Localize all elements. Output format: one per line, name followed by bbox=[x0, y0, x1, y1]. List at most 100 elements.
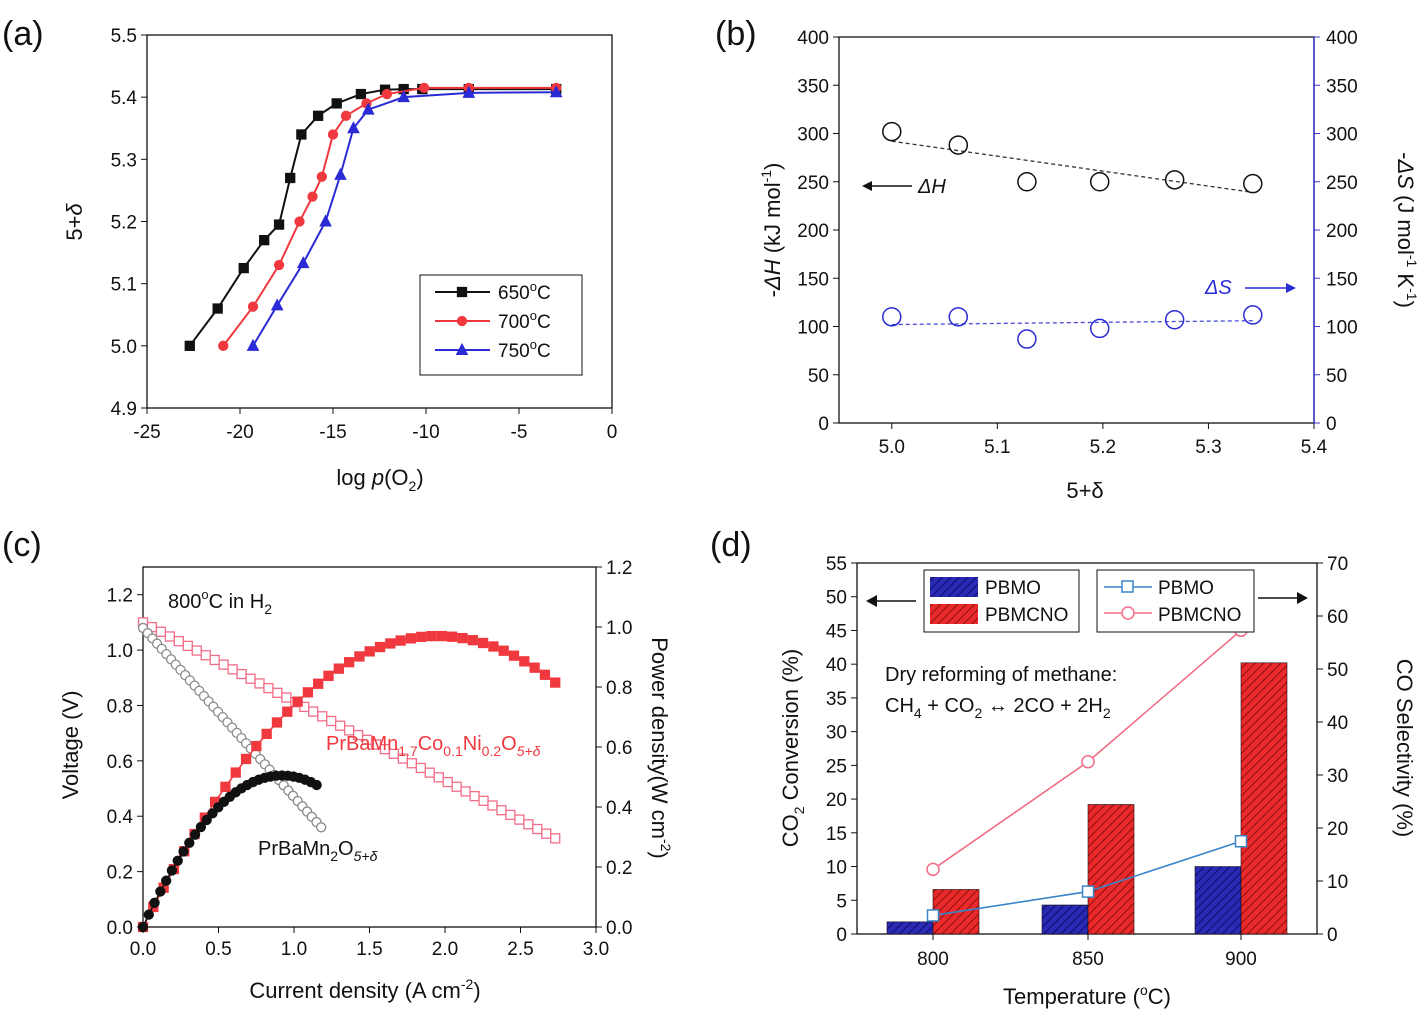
data-point bbox=[451, 781, 462, 792]
x-tick-label: 850 bbox=[1072, 949, 1104, 970]
data-point-750 bbox=[270, 298, 284, 311]
bar-PBMCNO bbox=[1240, 662, 1288, 935]
data-point bbox=[137, 921, 149, 933]
data-point bbox=[178, 846, 189, 857]
data-point-700 bbox=[247, 301, 259, 312]
y-tick-label-right: 40 bbox=[1327, 713, 1348, 734]
data-point bbox=[254, 678, 265, 689]
data-point-650 bbox=[296, 129, 307, 140]
data-point bbox=[523, 819, 534, 830]
data-point bbox=[460, 786, 471, 797]
data-point-650 bbox=[259, 234, 270, 246]
y-tick-label-left: 350 bbox=[797, 76, 829, 97]
y-tick-label-left: 30 bbox=[826, 723, 847, 744]
data-point-750 bbox=[347, 121, 360, 134]
legend-swatch-pbmcno-bar bbox=[930, 604, 978, 624]
data-point bbox=[405, 633, 417, 644]
y-tick-label-right: 50 bbox=[1327, 660, 1348, 681]
y-tick-label-right: 0 bbox=[1327, 925, 1338, 946]
legend-label-pbmcno-line: PBMCNO bbox=[1158, 605, 1241, 626]
data-point bbox=[948, 135, 969, 155]
data-point-650 bbox=[238, 262, 249, 274]
y-tick-label-left: 0 bbox=[836, 925, 847, 946]
data-point bbox=[191, 645, 202, 656]
bar-PBMO bbox=[1041, 904, 1089, 935]
x-tick-label: 1.5 bbox=[356, 939, 382, 960]
panel-d-ylabel-right: CO Selectivity (%) bbox=[1392, 659, 1417, 837]
y-tick-label-left: 0.2 bbox=[107, 863, 133, 884]
data-point-700 bbox=[340, 110, 352, 121]
data-point-750 bbox=[362, 102, 375, 115]
x-tick-label: -25 bbox=[133, 422, 160, 443]
panel-b-dh-annotation: ΔH bbox=[862, 176, 946, 198]
x-tick-label: 0.0 bbox=[130, 939, 156, 960]
y-tick-label-left: 15 bbox=[826, 824, 847, 845]
data-point bbox=[313, 678, 324, 689]
x-tick-label: -10 bbox=[412, 422, 439, 443]
series-line bbox=[142, 635, 556, 928]
data-point-750 bbox=[462, 85, 476, 98]
data-point bbox=[161, 875, 172, 886]
data-point-700 bbox=[418, 82, 430, 93]
panel-a-label: (a) bbox=[2, 15, 44, 53]
panel-c-label-pbmcno: PrBaMn1.7Co0.1Ni0.2O5+δ bbox=[326, 733, 541, 759]
data-point bbox=[164, 631, 176, 642]
data-point bbox=[1017, 329, 1037, 349]
y-tick-label-right: 250 bbox=[1326, 173, 1358, 194]
data-point bbox=[436, 630, 448, 642]
data-point bbox=[245, 673, 256, 684]
data-point bbox=[478, 795, 489, 806]
y-tick-label: 5.5 bbox=[111, 26, 137, 47]
data-point bbox=[323, 670, 334, 681]
data-point bbox=[333, 663, 344, 674]
data-point bbox=[532, 823, 543, 835]
data-point bbox=[1017, 172, 1037, 192]
data-point bbox=[374, 641, 386, 653]
data-point bbox=[230, 767, 241, 778]
panel-b-series bbox=[882, 121, 1263, 349]
data-point bbox=[240, 753, 252, 765]
data-point-700 bbox=[381, 88, 393, 100]
panel-c-label: (c) bbox=[2, 526, 42, 564]
x-tick-label: 5.0 bbox=[879, 437, 905, 458]
x-tick-label: 2.5 bbox=[507, 939, 533, 960]
svg-text:ΔH: ΔH bbox=[917, 176, 946, 198]
panel-c-ticks: 0.0 0.5 1.0 1.5 2.0 2.5 3.00.00.20.40.60.81.01… bbox=[107, 558, 633, 960]
y-tick-label-left: 150 bbox=[797, 269, 829, 290]
data-point-750 bbox=[397, 90, 411, 103]
data-point bbox=[447, 631, 458, 642]
panel-a-legend: 650oC 700oC 750oC bbox=[419, 274, 583, 376]
data-point bbox=[1164, 170, 1185, 190]
panel-b-frame bbox=[838, 36, 1315, 424]
data-point bbox=[882, 307, 902, 327]
y-tick-label-right: 100 bbox=[1326, 318, 1358, 339]
y-tick-label-right: 350 bbox=[1326, 76, 1358, 97]
data-point bbox=[882, 121, 902, 142]
legend-swatch-pbmo-bar bbox=[930, 577, 978, 597]
data-point bbox=[550, 677, 561, 688]
data-point bbox=[1243, 305, 1263, 325]
data-point bbox=[281, 692, 292, 703]
svg-text:ΔS: ΔS bbox=[1204, 277, 1232, 299]
y-tick-label: 5.4 bbox=[111, 88, 138, 109]
data-point bbox=[184, 837, 195, 848]
bar-PBMO bbox=[1194, 866, 1242, 935]
data-point-750 bbox=[296, 256, 310, 269]
legend-swatch-pbmo-line bbox=[1121, 580, 1134, 593]
y-tick-label-right: 1.2 bbox=[606, 558, 632, 579]
y-tick-label: 4.9 bbox=[111, 399, 137, 420]
legend-marker-700 bbox=[456, 315, 468, 327]
legend-marker-650 bbox=[456, 286, 468, 298]
x-tick-label: 2.0 bbox=[432, 939, 458, 960]
data-point bbox=[469, 790, 480, 802]
data-point-650 bbox=[273, 219, 285, 230]
legend-swatch-pbmcno-line bbox=[1121, 606, 1135, 620]
data-point-700 bbox=[218, 340, 229, 351]
data-point-650 bbox=[184, 340, 195, 351]
data-point bbox=[335, 720, 346, 731]
y-tick-label-left: 0 bbox=[818, 414, 829, 435]
panel-a-ticks: -25 -20 -15 -10 -5 0 4.9 5.0 5.1 5.2 5.3 5.4 5.5 bbox=[111, 26, 618, 443]
data-point bbox=[550, 833, 561, 844]
data-point bbox=[218, 659, 229, 670]
